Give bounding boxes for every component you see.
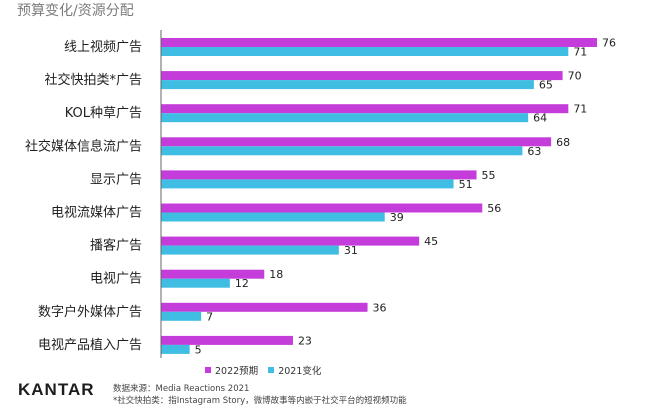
value-label-2021: 12 [235, 277, 249, 290]
value-label-2022: 23 [298, 334, 312, 347]
category-label: 电视产品植入广告 [38, 338, 142, 353]
bar-2022 [161, 170, 477, 180]
bar-2021 [161, 179, 454, 189]
legend-swatch-2022 [205, 367, 211, 373]
chart-footnotes: 数据来源：Media Reactions 2021 *社交快拍类：指Instag… [113, 384, 407, 407]
category-label: 社交快拍类*广告 [44, 72, 142, 88]
value-label-2021: 5 [195, 343, 202, 356]
value-label-2021: 64 [533, 112, 547, 125]
value-label-2022: 18 [269, 268, 283, 281]
value-label-2022: 56 [487, 202, 501, 215]
legend-swatch-2021 [268, 367, 275, 373]
kantar-logo: KANTAR [18, 380, 95, 399]
bar-2022 [161, 236, 420, 246]
value-label-2021: 51 [459, 178, 473, 191]
category-label: 电视广告 [90, 272, 142, 287]
bar-2021 [161, 344, 190, 354]
bar-2022 [161, 203, 483, 213]
bar-2021 [161, 245, 339, 255]
legend-label-2022: 2022预期 [215, 366, 259, 377]
bar-2022 [161, 71, 563, 81]
bar-2021 [161, 47, 569, 56]
bar-2022 [161, 38, 597, 47]
legend-item-2021: 2021变化 [268, 363, 321, 377]
value-label-2022: 76 [602, 37, 616, 50]
value-label-2021: 65 [539, 79, 553, 92]
source-note: 数据来源：Media Reactions 2021 [113, 384, 250, 394]
bar-2021 [161, 80, 534, 90]
bar-2022 [161, 104, 569, 114]
bar-2021 [161, 146, 523, 156]
value-label-2021: 63 [527, 145, 541, 158]
value-label-2022: 55 [482, 169, 496, 182]
category-label: 电视流媒体广告 [51, 206, 142, 221]
value-label-2021: 31 [344, 244, 358, 257]
category-label: 线上视频广告 [64, 40, 142, 55]
bar-2022 [161, 335, 293, 345]
value-label-2022: 36 [373, 301, 387, 314]
category-label: 社交媒体信息流广告 [25, 138, 142, 154]
value-label-2021: 71 [573, 46, 587, 59]
legend-label-2021: 2021变化 [278, 366, 322, 377]
legend-item-2022: 2022预期 [205, 363, 258, 377]
category-label: 显示广告 [90, 172, 142, 187]
bar-2021 [161, 212, 385, 222]
value-label-2022: 45 [424, 235, 438, 248]
bar-2021 [161, 311, 202, 321]
bar-2022 [161, 137, 552, 147]
category-label: 播客广告 [90, 238, 142, 254]
value-label-2021: 39 [390, 211, 404, 224]
value-label-2021: 7 [206, 310, 213, 323]
bar-2021 [161, 278, 230, 288]
value-label-2022: 70 [568, 70, 582, 83]
definition-note: *社交快拍类：指Instagram Story，微博故事等内嵌于社交平台的短视频… [113, 395, 407, 406]
bar-2022 [161, 302, 368, 312]
chart-subtitle: 预算变化/资源分配 [17, 3, 134, 19]
bar-2022 [161, 269, 265, 279]
bar-2021 [161, 113, 529, 123]
value-label-2022: 68 [556, 136, 570, 149]
category-label: KOL种草广告 [65, 106, 142, 121]
chart-legend: 2022预期 2021变化 [205, 363, 321, 377]
value-label-2022: 71 [573, 103, 587, 116]
category-label: 数字户外媒体广告 [38, 304, 142, 320]
